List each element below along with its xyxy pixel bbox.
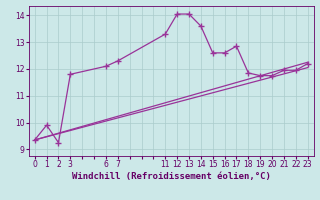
X-axis label: Windchill (Refroidissement éolien,°C): Windchill (Refroidissement éolien,°C) (72, 172, 271, 181)
